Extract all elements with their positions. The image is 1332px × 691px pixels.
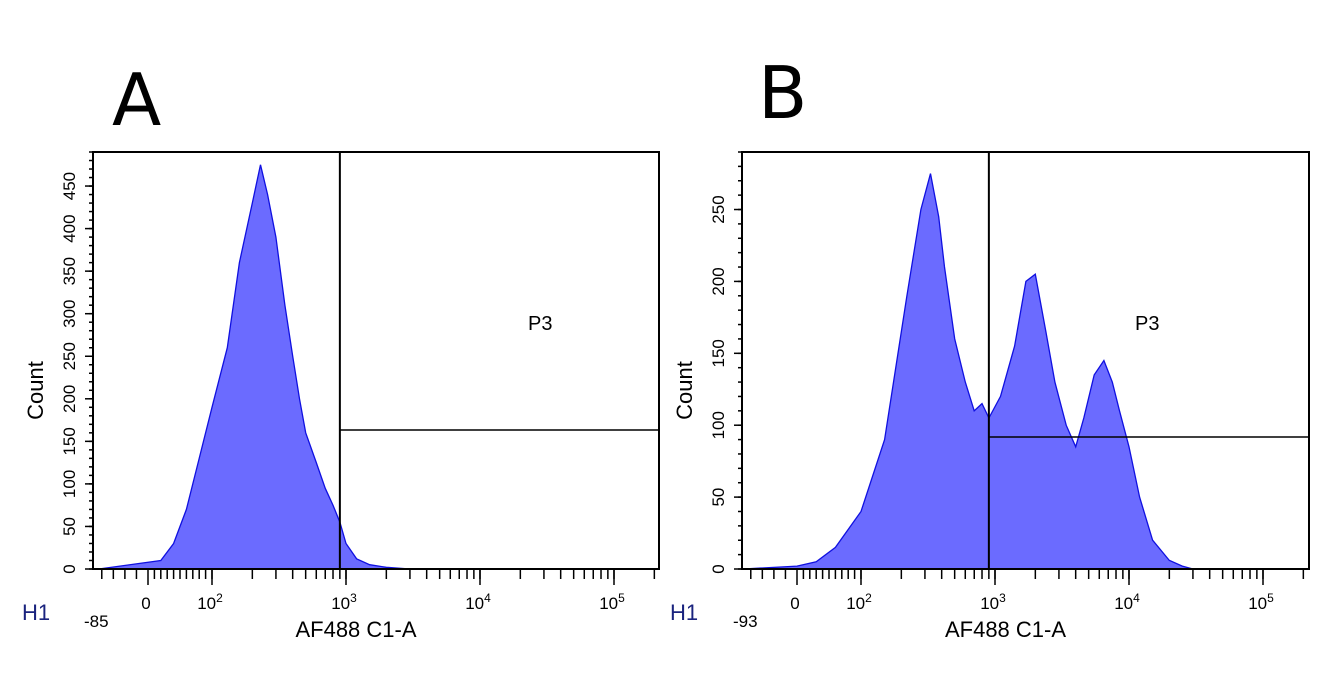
histogram-area [98, 164, 410, 570]
y-tick-label: 0 [709, 564, 728, 573]
x-axis-label: AF488 C1-A [295, 617, 416, 642]
y-tick-label: 250 [709, 195, 728, 223]
x-tick-label: 0 [790, 594, 799, 613]
y-tick-label: 300 [60, 300, 79, 328]
y-tick-label: 350 [60, 257, 79, 285]
x-tick-label: 103 [980, 591, 1006, 613]
y-tick-label: 50 [60, 517, 79, 536]
y-tick-label: 250 [60, 342, 79, 370]
y-axis-label: Count [23, 361, 48, 420]
y-tick-label: 50 [709, 488, 728, 507]
y-tick-label: 200 [709, 267, 728, 295]
x-tick-exponent: 2 [865, 591, 872, 605]
y-tick-label: 0 [60, 564, 79, 573]
x-tick-label: 105 [599, 591, 625, 613]
y-axis-label: Count [672, 361, 697, 420]
panel-letter: B [758, 51, 807, 135]
histogram-area [743, 173, 1194, 570]
x-tick-exponent: 5 [618, 591, 625, 605]
x-tick-exponent: 3 [350, 591, 357, 605]
x-tick-label: 104 [1114, 591, 1140, 613]
x-tick-label: 103 [331, 591, 357, 613]
panel-letter: A [112, 58, 161, 142]
y-tick-label: 200 [60, 385, 79, 413]
x-tick-exponent: 5 [1267, 591, 1274, 605]
x-tick-label: 102 [197, 591, 223, 613]
y-tick-label: 150 [709, 339, 728, 367]
x-tick-label: 104 [465, 591, 491, 613]
histogram-name: H1 [670, 600, 698, 625]
histogram-name: H1 [22, 600, 50, 625]
y-tick-label: 450 [60, 172, 79, 200]
x-min-label: -93 [733, 612, 758, 631]
y-tick-label: 150 [60, 427, 79, 455]
panel-b: B P3 0 50 100 150 200 250 Count 0 102 103 104 105 -93 A… [670, 51, 1310, 642]
panel-a: A P3 0 50 100 150 200 250 300 350 400 450 Count 0 102 1… [22, 58, 660, 642]
plot-frame [92, 151, 660, 570]
x-tick-exponent: 3 [999, 591, 1006, 605]
x-tick-label: 102 [846, 591, 872, 613]
y-tick-label: 400 [60, 214, 79, 242]
y-tick-label: 100 [60, 470, 79, 498]
x-tick-label: 0 [141, 594, 150, 613]
x-axis-label: AF488 C1-A [945, 617, 1066, 642]
gate-label: P3 [1135, 313, 1159, 335]
x-min-label: -85 [84, 612, 109, 631]
y-tick-label: 100 [709, 411, 728, 439]
gate-label: P3 [528, 313, 552, 335]
plot-frame [741, 151, 1310, 570]
x-tick-exponent: 2 [216, 591, 223, 605]
x-tick-exponent: 4 [1133, 591, 1140, 605]
x-tick-exponent: 4 [484, 591, 491, 605]
x-tick-label: 105 [1248, 591, 1274, 613]
